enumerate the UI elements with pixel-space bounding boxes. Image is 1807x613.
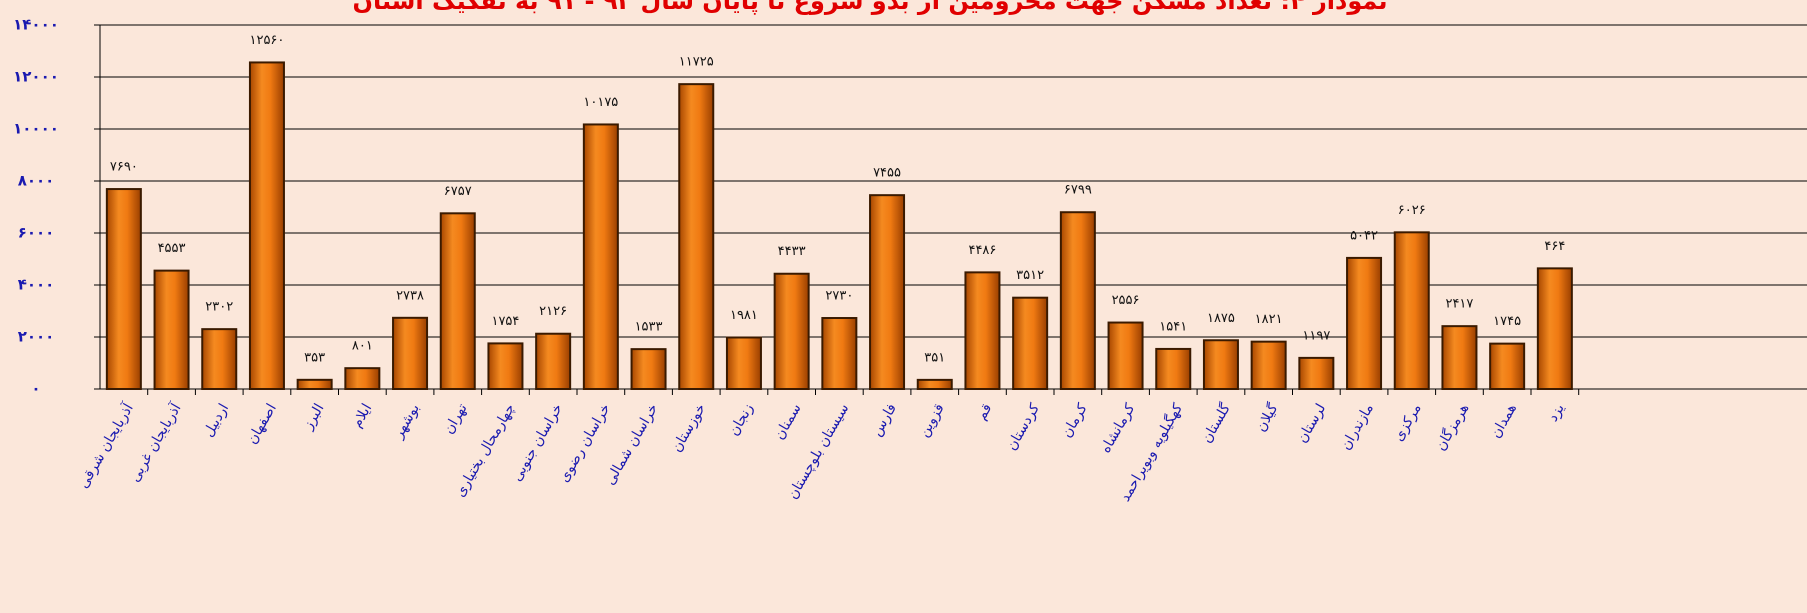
value-label: ۱۹۸۱ — [730, 308, 758, 323]
bar — [439, 212, 476, 390]
value-label: ۲۳۰۲ — [205, 300, 233, 315]
value-label: ۳۵۳ — [304, 350, 325, 365]
bar — [678, 83, 715, 391]
bar — [344, 367, 381, 391]
bar — [105, 188, 142, 390]
value-label: ۸۰۱ — [352, 339, 373, 354]
bar — [1107, 321, 1144, 391]
value-label: ۱۱۹۷ — [1302, 328, 1330, 343]
bar — [1012, 296, 1049, 390]
value-label: ۱۲۵۶۰ — [249, 33, 284, 48]
y-tick-label: ۴۰۰۰ — [18, 276, 55, 294]
value-label: ۶۷۵۷ — [444, 184, 472, 199]
value-label: ۴۴۳۳ — [778, 244, 806, 259]
bar — [964, 271, 1001, 391]
y-tick-label: ۰ — [31, 380, 40, 398]
value-label: ۱۸۷۵ — [1207, 311, 1235, 326]
value-label: ۴۶۴ — [1544, 239, 1565, 254]
bar — [1393, 231, 1430, 390]
bar — [487, 342, 524, 390]
y-tick-label: ۶۰۰۰ — [18, 224, 55, 242]
bar — [296, 378, 333, 390]
bar — [1202, 339, 1239, 390]
value-label: ۳۵۱۲ — [1016, 268, 1044, 283]
bar — [201, 328, 238, 391]
y-tick-label: ۱۰۰۰۰ — [13, 120, 59, 138]
bar — [773, 272, 810, 391]
value-label: ۳۵۱ — [924, 350, 945, 365]
y-tick-label: ۱۲۰۰۰ — [13, 68, 59, 86]
value-label: ۲۱۲۶ — [539, 304, 567, 319]
value-label: ۴۵۵۳ — [158, 241, 186, 256]
x-tick-label: قم — [974, 401, 996, 423]
bar — [1298, 356, 1335, 390]
value-label: ۷۴۵۵ — [873, 166, 901, 181]
bar — [153, 269, 190, 391]
value-label: ۷۶۹۰ — [110, 160, 138, 175]
y-tick-label: ۸۰۰۰ — [18, 172, 55, 190]
bar — [1250, 340, 1287, 390]
bar — [535, 332, 572, 390]
bar — [582, 123, 619, 390]
value-label: ۱۱۷۲۵ — [679, 55, 714, 70]
value-label: ۶۰۲۶ — [1398, 203, 1426, 218]
value-label: ۱۷۵۴ — [491, 314, 519, 329]
value-label: ۴۴۸۶ — [968, 243, 996, 258]
bar — [1489, 342, 1526, 391]
value-label: ۱۷۴۵ — [1493, 314, 1521, 329]
value-label: ۲۷۳۸ — [396, 288, 424, 303]
bar — [1059, 211, 1096, 390]
bar — [821, 317, 858, 390]
value-label: ۱۸۲۱ — [1255, 312, 1283, 327]
y-tick-label: ۲۰۰۰ — [18, 328, 55, 346]
value-label: ۱۵۴۱ — [1159, 319, 1187, 334]
bar — [1346, 256, 1383, 390]
value-label: ۱۰۱۷۵ — [583, 95, 618, 110]
value-label: ۱۵۳۳ — [635, 320, 663, 335]
value-label: ۲۷۳۰ — [825, 289, 853, 304]
value-label: ۲۴۱۷ — [1445, 297, 1473, 312]
bar — [869, 194, 906, 390]
chart-title: نمودار ۴: تعداد مسکن جهت محرومین از بدو … — [353, 0, 1388, 15]
value-label: ۵۰۴۲ — [1350, 228, 1378, 243]
y-tick-label: ۱۴۰۰۰ — [13, 16, 59, 34]
bar — [916, 378, 953, 390]
bar — [1441, 325, 1478, 390]
x-tick-label: یزد — [1545, 401, 1568, 425]
bar — [392, 316, 429, 391]
bar — [630, 348, 667, 390]
bar — [1155, 347, 1192, 390]
value-label: ۲۵۵۶ — [1112, 293, 1140, 308]
bar — [725, 336, 762, 390]
value-label: ۶۷۹۹ — [1064, 183, 1092, 198]
bar — [1536, 267, 1573, 390]
bar — [248, 61, 285, 390]
